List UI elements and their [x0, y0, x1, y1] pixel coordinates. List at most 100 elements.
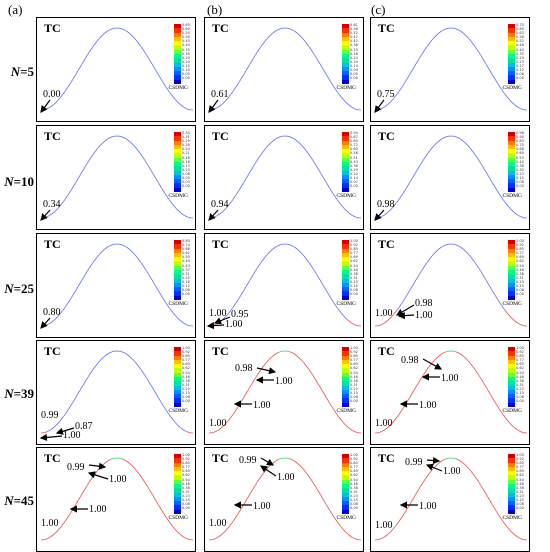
colorbar: [174, 240, 181, 300]
colorbar-title: CSDMG: [168, 515, 188, 521]
colorbar-title: CSDMG: [502, 301, 522, 307]
colorbar-tick-label: 0.92: [350, 350, 358, 355]
colorbar-tick-label: 0.05: [182, 72, 190, 77]
colorbar-swatch: [508, 136, 515, 141]
damage-value-label: 1.00: [63, 430, 81, 441]
colorbar-swatch: [174, 132, 181, 137]
deformed-shape-plot: [208, 135, 362, 221]
colorbar-tick-label: 0.23: [516, 493, 524, 498]
colorbar-tick-label: 0.15: [516, 391, 524, 396]
colorbar-swatch: [174, 364, 181, 369]
damage-value-label: 0.34: [43, 199, 61, 210]
colorbar-swatch: [508, 509, 515, 514]
colorbar-title: CSDMG: [168, 408, 188, 414]
colorbar: [508, 454, 515, 514]
simulation-panel: TC 1.00 0.92 0.85 0.77 0.69 0.62 0.54 0.46 0.38 0.…: [36, 447, 196, 552]
colorbar-swatch: [174, 144, 181, 150]
colorbar-ticks: 0.34 0.31 0.29 0.26 0.24 0.21 0.18 0.16 0.13 0.10…: [182, 131, 193, 193]
panel-tag: TC: [378, 21, 395, 35]
colorbar-tick-label: 0.00: [516, 76, 524, 81]
colorbar-swatch: [174, 62, 181, 67]
colorbar-tick-label: 0.15: [350, 284, 358, 289]
colorbar-swatch: [508, 458, 515, 463]
pointer-arrow: [55, 427, 75, 435]
colorbar-swatch: [342, 79, 349, 84]
colorbar-tick-label: 0.38: [182, 378, 190, 383]
colorbar-swatch: [508, 240, 515, 245]
colorbar-swatch: [508, 479, 515, 484]
colorbar-tick-label: 0.15: [516, 498, 524, 503]
colorbar-swatch: [342, 149, 349, 154]
colorbar-swatch: [174, 282, 181, 288]
colorbar-tick-label: 0.68: [182, 247, 190, 252]
simulation-panel: TC 0.34 0.31 0.29 0.26 0.24 0.21 0.18 0.16 0.13 0.…: [36, 125, 196, 230]
damage-value-label: 0.95: [231, 309, 249, 320]
colorbar-tick-label: 0.13: [182, 163, 190, 168]
row-label-n5: N=5: [0, 64, 34, 80]
colorbar-swatch: [174, 36, 181, 42]
colorbar-swatch: [174, 509, 181, 514]
colorbar-tick-label: 0.34: [182, 131, 190, 135]
colorbar-tick-label: 0.18: [182, 279, 190, 284]
damage-value-label: 1.00: [419, 400, 437, 411]
damage-value-label: 1.00: [209, 418, 227, 429]
deformed-shape-plot: [208, 27, 362, 113]
colorbar-swatch: [174, 278, 181, 283]
colorbar-tick-label: 0.25: [182, 55, 190, 60]
undamaged-segment: [48, 350, 186, 432]
colorbar-tick-label: 0.87: [350, 135, 358, 140]
colorbar-swatch: [342, 49, 349, 54]
colorbar-tick-label: 0.46: [516, 43, 524, 48]
colorbar-tick-label: 0.72: [350, 143, 358, 148]
colorbar-swatch: [342, 496, 349, 502]
deformed-shape-plot: [374, 27, 528, 113]
colorbar-swatch: [174, 295, 181, 300]
colorbar-swatch: [174, 248, 181, 253]
colorbar-swatch: [508, 58, 515, 63]
colorbar-swatch: [342, 287, 349, 292]
undamaged-segment: [208, 27, 362, 111]
colorbar-swatch: [342, 471, 349, 476]
colorbar-swatch: [174, 351, 181, 356]
colorbar-swatch: [342, 170, 349, 175]
colorbar-swatch: [508, 79, 515, 84]
simulation-panel: TC 0.65 0.60 0.55 0.50 0.45 0.40 0.35 0.30 0.25 0.…: [36, 17, 196, 122]
colorbar-ticks: 1.00 0.92 0.85 0.77 0.69 0.62 0.54 0.46 0.38 0.31…: [516, 239, 527, 301]
panel-tag: TC: [44, 129, 61, 143]
damaged-segment: [455, 458, 528, 541]
colorbar-tick-label: 0.92: [516, 350, 524, 355]
colorbar-tick-label: 0.08: [516, 395, 524, 400]
colorbar-tick-label: 0.38: [516, 163, 524, 168]
colorbar-title: CSDMG: [502, 193, 522, 199]
colorbar: [174, 132, 181, 192]
damaged-segment: [374, 352, 445, 434]
colorbar-tick-label: 0.43: [350, 159, 358, 164]
colorbar-tick-label: 0.15: [350, 498, 358, 503]
colorbar-tick-label: 0.31: [516, 275, 524, 280]
colorbar-swatch: [508, 364, 515, 369]
colorbar-swatch: [174, 359, 181, 365]
row-label-value: =45: [13, 493, 34, 508]
colorbar-swatch: [174, 402, 181, 407]
colorbar-swatch: [342, 402, 349, 407]
colorbar-swatch: [174, 28, 181, 33]
colorbar-swatch: [174, 149, 181, 154]
pointer-arrow: [260, 465, 277, 477]
colorbar-tick-label: 0.60: [516, 151, 524, 156]
row-label-var: N: [4, 174, 14, 189]
colorbar-tick-label: 0.62: [182, 473, 190, 478]
colorbar-swatch: [174, 161, 181, 167]
colorbar-tick-label: 0.83: [516, 139, 524, 144]
undamaged-segment: [374, 27, 528, 111]
colorbar-swatch: [508, 385, 515, 390]
colorbar-tick-label: 0.54: [516, 477, 524, 482]
colorbar-tick-label: 0.94: [350, 131, 358, 135]
colorbar-ticks: 0.94 0.87 0.80 0.72 0.65 0.58 0.51 0.43 0.36 0.29…: [350, 131, 361, 193]
colorbar-swatch: [508, 269, 515, 275]
colorbar-tick-label: 0.42: [350, 39, 358, 44]
colorbar-swatch: [342, 274, 349, 279]
simulation-panel: TC 0.98 0.90 0.83 0.75 0.68 0.60 0.53 0.45 0.38 0.…: [370, 125, 530, 230]
colorbar-tick-label: 0.54: [350, 263, 358, 268]
pointer-arrow: [422, 358, 443, 370]
colorbar-swatch: [508, 488, 515, 493]
